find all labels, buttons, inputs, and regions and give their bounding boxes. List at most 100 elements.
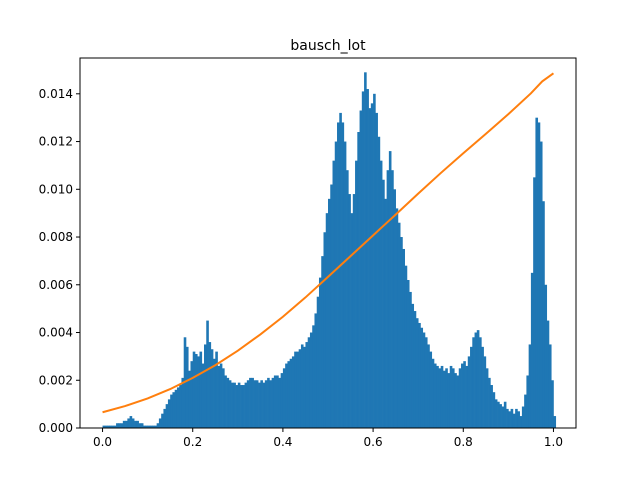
histogram-bar: [521, 406, 525, 428]
histogram-bar: [111, 425, 115, 428]
histogram-bar: [386, 170, 390, 428]
y-axis: 0.000 0.002 0.004 0.006 0.008 0.010 0.012 0.014: [39, 87, 80, 435]
histogram-bar: [359, 110, 363, 429]
histogram-bar: [176, 387, 180, 428]
histogram-bar: [276, 375, 279, 428]
histogram-bar: [253, 380, 257, 428]
histogram-bar: [476, 330, 480, 428]
histogram-bar: [213, 358, 216, 428]
histogram-bar: [420, 327, 424, 428]
x-tick-label: 0.2: [183, 435, 202, 449]
histogram-bar: [470, 346, 473, 428]
histogram-bar: [224, 375, 227, 428]
histogram-bar: [458, 368, 462, 428]
histogram-bar: [330, 184, 333, 428]
histogram-bar: [122, 420, 126, 428]
histogram-bar: [553, 416, 557, 428]
histogram-bar: [427, 344, 430, 428]
histogram-bar: [204, 344, 207, 428]
histogram-bar: [449, 365, 453, 428]
histogram-bar: [226, 377, 230, 428]
histogram-bar: [167, 399, 171, 428]
histogram-bar: [397, 222, 401, 428]
histogram-bar: [406, 280, 410, 428]
histogram-bar: [526, 375, 529, 428]
histogram-bar: [375, 112, 378, 429]
histogram-bar: [154, 425, 157, 428]
y-tick-label: 0.014: [39, 87, 73, 101]
histogram-bar: [289, 358, 293, 428]
x-tick-label: 0.0: [93, 435, 112, 449]
x-axis: 0.0 0.2 0.4 0.6 0.8 1.0: [93, 428, 563, 449]
x-tick-label: 0.8: [454, 435, 473, 449]
x-tick-label: 0.6: [364, 435, 383, 449]
histogram-bar: [296, 351, 300, 428]
histogram-bar: [544, 284, 548, 428]
histogram-bar: [179, 385, 182, 428]
histogram-bar: [422, 332, 426, 428]
y-tick-label: 0.008: [39, 230, 73, 244]
histogram-bar: [249, 377, 252, 428]
histogram-bar: [325, 213, 329, 428]
histogram-bar: [152, 425, 155, 428]
histogram-bars: [102, 72, 557, 429]
histogram-bar: [463, 361, 466, 428]
histogram-bar: [228, 380, 232, 428]
histogram-bar: [285, 363, 288, 428]
histogram-bar: [499, 404, 502, 428]
histogram-bar: [343, 141, 347, 429]
histogram-bar: [433, 363, 437, 428]
histogram-bar: [287, 361, 291, 428]
chart-title: bausch_lot: [290, 38, 366, 54]
histogram-bar: [138, 423, 142, 428]
histogram-bar: [188, 370, 191, 428]
histogram-bar: [503, 401, 507, 428]
histogram-bar: [467, 356, 471, 428]
histogram-bar: [136, 420, 139, 428]
histogram-bar: [364, 72, 367, 428]
histogram-bar: [194, 354, 198, 428]
histogram-bar: [316, 296, 320, 428]
histogram-bar: [357, 132, 360, 428]
histogram-bar: [465, 365, 469, 428]
histogram-bar: [517, 411, 520, 428]
histogram-bar: [172, 392, 176, 428]
histogram-bar: [533, 177, 536, 428]
histogram-bar: [497, 401, 500, 428]
histogram-bar: [404, 265, 408, 428]
histogram-bar: [255, 380, 259, 428]
histogram-bar: [271, 377, 275, 428]
histogram-bar: [400, 237, 403, 428]
histogram-bar: [318, 277, 322, 428]
histogram-bar: [472, 337, 475, 428]
histogram-bar: [246, 380, 250, 428]
histogram-bar: [127, 418, 130, 428]
histogram-bar: [109, 425, 112, 428]
histogram-bar: [134, 420, 137, 428]
histogram-bar: [490, 385, 493, 428]
histogram-bar: [377, 136, 381, 428]
histogram-bar: [156, 423, 160, 428]
y-tick-label: 0.012: [39, 135, 73, 149]
histogram-bar: [413, 311, 417, 428]
histogram-bar: [181, 377, 185, 428]
histogram-bar: [348, 194, 351, 428]
histogram-bar: [546, 320, 550, 428]
histogram-bar: [393, 189, 396, 428]
histogram-bar: [447, 373, 451, 428]
histogram-bar: [244, 382, 248, 428]
histogram-bar: [539, 141, 543, 429]
histogram-bar: [217, 365, 221, 428]
histogram-bar: [382, 179, 385, 428]
histogram-bar: [242, 385, 245, 428]
histogram-bar: [278, 377, 281, 428]
histogram-bar: [411, 303, 415, 428]
histogram-bar: [368, 108, 372, 428]
histogram-bar: [190, 361, 194, 428]
histogram-bar: [395, 208, 399, 428]
histogram-bar: [107, 425, 110, 428]
histogram-bar: [370, 103, 374, 428]
histogram-bar: [309, 332, 313, 428]
histogram-bar: [506, 408, 509, 428]
histogram-bar: [280, 373, 284, 428]
